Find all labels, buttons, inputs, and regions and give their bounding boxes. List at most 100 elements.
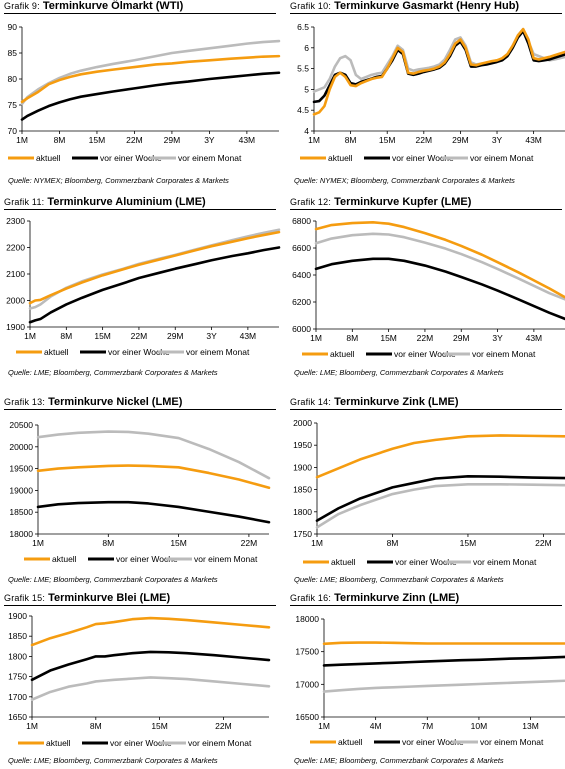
y-tick-label: 2200 — [6, 243, 25, 253]
title-rule — [290, 605, 562, 606]
x-tick-label: 8M — [60, 331, 72, 341]
chart-title: Grafik 10: Terminkurve Gasmarkt (Henry H… — [290, 0, 519, 12]
chart-title: Grafik 14: Terminkurve Zink (LME) — [290, 396, 459, 408]
y-tick-label: 1750 — [293, 529, 312, 539]
chart-title-text: Terminkurve Zink (LME) — [334, 396, 459, 408]
series-line-aktuell — [20, 54, 281, 104]
x-tick-label: 15M — [379, 135, 396, 145]
x-tick-label: 13M — [522, 721, 539, 731]
x-tick-label: 10M — [471, 721, 488, 731]
x-tick-label: 22M — [131, 331, 148, 341]
x-tick-label: 15M — [89, 135, 106, 145]
chart-svg: 18000 18500 19000 19500 20000 20500 1M 8M 15M 22M… — [9, 420, 271, 564]
chart-source: Quelle: LME; Bloomberg, Commerzbank Corp… — [8, 368, 218, 377]
chart-svg: 6000 6200 6400 6600 6800 1M 8M 15M 22M 29M 3Y 43M ak… — [292, 216, 565, 359]
x-tick-label: 1M — [308, 135, 320, 145]
series-line-vor-einer-woche — [30, 650, 271, 682]
x-tick-label: 1M — [16, 135, 28, 145]
chart-panel-gas: Grafik 10: Terminkurve Gasmarkt (Henry H… — [290, 0, 565, 190]
legend-label-vor-einer-woche: vor einer Woche — [110, 738, 172, 748]
series-line-vor-einer-woche — [315, 474, 565, 522]
y-tick-label: 1900 — [8, 611, 27, 621]
chart-svg: 16500 17000 17500 18000 1M 4M 7M 10M 13M aktuell v… — [295, 614, 565, 747]
y-tick-label: 18500 — [9, 507, 33, 517]
legend-label-vor-einem-monat: vor einem Monat — [470, 153, 534, 163]
legend-label-vor-einem-monat: vor einem Monat — [188, 738, 252, 748]
y-tick-label: 5 — [304, 84, 309, 94]
chart-title-text: Terminkurve Gasmarkt (Henry Hub) — [334, 0, 520, 12]
legend-label-vor-einer-woche: vor einer Woche — [108, 347, 170, 357]
series-line-vor-einer-woche — [322, 655, 565, 667]
x-tick-label: 1M — [24, 331, 36, 341]
y-tick-label: 18000 — [295, 614, 319, 624]
legend-label-vor-einer-woche: vor einer Woche — [392, 153, 454, 163]
y-tick-label: 1900 — [293, 462, 312, 472]
legend-label-aktuell: aktuell — [36, 153, 61, 163]
series-line-vor-einem-monat — [315, 482, 565, 529]
series-line-vor-einer-woche — [28, 246, 281, 324]
y-tick-label: 85 — [8, 48, 18, 58]
y-tick-label: 1950 — [293, 440, 312, 450]
y-tick-label: 4 — [304, 126, 309, 136]
chart-title: Grafik 13: Terminkurve Nickel (LME) — [4, 396, 182, 408]
chart-source: Quelle: LME; Bloomberg, Commerzbank Corp… — [8, 756, 218, 765]
legend-label-vor-einer-woche: vor einer Woche — [402, 737, 464, 747]
chart-title: Grafik 12: Terminkurve Kupfer (LME) — [290, 196, 471, 208]
y-tick-label: 6400 — [292, 270, 311, 280]
chart-panel-wti: Grafik 9: Terminkurve Ölmarkt (WTI) 70 75 8… — [4, 0, 284, 190]
x-tick-label: 1M — [32, 538, 44, 548]
chart-title-text: Terminkurve Zinn (LME) — [334, 592, 460, 604]
chart-panel-aluminium: Grafik 11: Terminkurve Aluminium (LME) 19… — [4, 196, 284, 388]
series-line-aktuell — [30, 616, 271, 647]
chart-number: Grafik 9: — [4, 1, 40, 11]
y-tick-label: 6600 — [292, 243, 311, 253]
legend-label-vor-einem-monat: vor einem Monat — [472, 349, 536, 359]
title-rule — [4, 13, 276, 14]
series-line-vor-einem-monat — [322, 679, 565, 693]
y-tick-label: 70 — [8, 126, 18, 136]
x-tick-label: 1M — [318, 721, 330, 731]
y-tick-label: 4.5 — [297, 105, 309, 115]
y-tick-label: 6 — [304, 43, 309, 53]
title-rule — [4, 209, 276, 210]
title-rule — [4, 409, 276, 410]
y-tick-label: 1800 — [8, 651, 27, 661]
chart-source: Quelle: LME; Bloomberg, Commerzbank Corp… — [294, 575, 504, 584]
legend-label-aktuell: aktuell — [52, 554, 77, 564]
x-tick-label: 43M — [240, 331, 257, 341]
series-line-aktuell — [315, 434, 565, 479]
legend-label-vor-einem-monat: vor einem Monat — [178, 153, 242, 163]
x-tick-label: 8M — [387, 538, 399, 548]
x-tick-label: 8M — [102, 538, 114, 548]
chart-number: Grafik 15: — [4, 593, 46, 603]
x-tick-label: 3Y — [206, 331, 217, 341]
x-tick-label: 1M — [310, 333, 322, 343]
chart-svg: 4 4.5 5 5.5 6 6.5 1M 8M 15M 22M 29M 3Y 43M aktuell vor… — [297, 22, 565, 163]
y-tick-label: 6.5 — [297, 22, 309, 32]
chart-panel-blei: Grafik 15: Terminkurve Blei (LME) 1650 170… — [4, 592, 284, 769]
chart-svg: 1750 1800 1850 1900 1950 2000 1M 8M 15M 22M aktuel… — [293, 418, 565, 567]
x-tick-label: 3Y — [204, 135, 215, 145]
series-line-vor-einem-monat — [28, 228, 281, 310]
y-tick-label: 1850 — [293, 485, 312, 495]
legend-label-aktuell: aktuell — [328, 153, 353, 163]
series-line-vor-einem-monat — [314, 232, 565, 301]
x-tick-label: 22M — [416, 135, 433, 145]
x-tick-label: 29M — [167, 331, 184, 341]
series-line-aktuell — [312, 27, 565, 116]
y-tick-label: 6800 — [292, 216, 311, 226]
x-tick-label: 7M — [421, 721, 433, 731]
chart-title: Grafik 15: Terminkurve Blei (LME) — [4, 592, 170, 604]
chart-panel-zink: Grafik 14: Terminkurve Zink (LME) 1750 180… — [290, 396, 565, 588]
chart-title: Grafik 11: Terminkurve Aluminium (LME) — [4, 196, 206, 208]
series-line-vor-einem-monat — [30, 676, 271, 701]
y-tick-label: 20500 — [9, 420, 33, 430]
y-tick-label: 1850 — [8, 631, 27, 641]
chart-source: Quelle: NYMEX; Bloomberg, Commerzbank Co… — [8, 176, 229, 185]
x-tick-label: 29M — [164, 135, 181, 145]
chart-source: Quelle: LME; Bloomberg, Commerzbank Corp… — [294, 756, 504, 765]
y-tick-label: 2100 — [6, 269, 25, 279]
legend-label-vor-einem-monat: vor einem Monat — [480, 737, 544, 747]
legend-label-vor-einem-monat: vor einem Monat — [194, 554, 258, 564]
chart-panel-kupfer: Grafik 12: Terminkurve Kupfer (LME) 6000 6… — [290, 196, 565, 388]
